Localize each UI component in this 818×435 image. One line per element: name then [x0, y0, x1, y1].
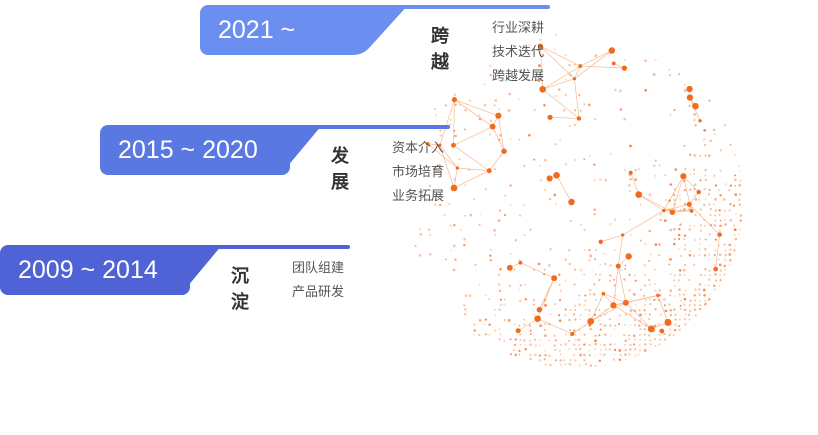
year-label: 2021 ~ — [218, 16, 296, 44]
tab-slant — [280, 125, 322, 175]
tab-slant — [180, 245, 222, 295]
stage-item: 跨越发展 — [492, 69, 545, 84]
stage-items: 行业深耕 技术迭代 跨越发展 — [492, 17, 544, 89]
stage-divider-line — [100, 245, 350, 249]
year-tab: 2015 ~ 2020 — [100, 125, 290, 175]
stage-items: 团队组建 产品研发 — [292, 257, 344, 305]
tab-slant — [350, 5, 408, 55]
stage-item: 产品研发 — [292, 285, 345, 300]
stage-item: 市场培育 — [392, 165, 445, 180]
stage-item: 资本介入 — [392, 141, 445, 156]
stage-divider-line — [200, 125, 450, 129]
stage-item: 业务拓展 — [392, 189, 445, 204]
stage-title: 跨越 — [431, 26, 449, 73]
stage-items: 资本介入 市场培育 业务拓展 — [392, 137, 444, 209]
year-label: 2009 ~ 2014 — [18, 256, 158, 284]
stage-title: 沉淀 — [231, 266, 249, 313]
globe-network-graphic — [414, 33, 743, 367]
stage-item: 团队组建 — [292, 261, 345, 276]
stage-title: 发展 — [331, 146, 349, 193]
year-label: 2015 ~ 2020 — [118, 136, 258, 164]
stage-item: 行业深耕 — [492, 21, 545, 36]
year-tab: 2009 ~ 2014 — [0, 245, 190, 295]
year-tab: 2021 ~ — [200, 5, 360, 55]
stage-item: 技术迭代 — [492, 45, 545, 60]
stage-divider-line — [300, 5, 550, 9]
